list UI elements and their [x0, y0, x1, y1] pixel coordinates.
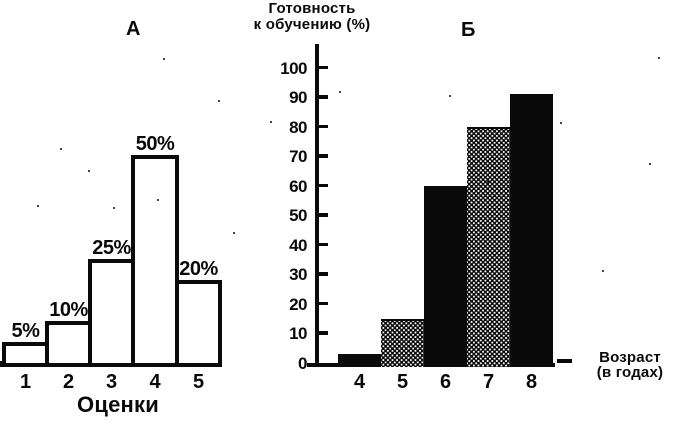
b-x-axis-title-line1: Возраст	[599, 349, 661, 366]
b-bar-age-4	[338, 354, 381, 367]
b-y-tick-label-30: 30	[289, 265, 307, 285]
a-x-tick-label-2: 2	[62, 371, 75, 393]
noise-speck	[540, 338, 542, 340]
panel-b-label: Б	[461, 19, 476, 41]
a-x-tick-label-5: 5	[192, 371, 205, 393]
b-y-tick-label-100: 100	[280, 58, 307, 78]
a-bar-value-label-2: 10%	[49, 299, 88, 322]
b-y-tick-mark-80	[319, 124, 328, 129]
noise-speck	[602, 270, 604, 272]
b-x-tick-label-6: 6	[439, 371, 452, 393]
b-y-tick-label-20: 20	[289, 294, 307, 314]
b-x-tick-label-5: 5	[396, 371, 409, 393]
noise-speck	[157, 199, 159, 201]
b-y-tick-mark-70	[319, 154, 328, 158]
panel-a-label: А	[126, 18, 141, 40]
b-x-tick-label-8: 8	[525, 371, 538, 393]
a-bar-grade-2	[45, 321, 92, 367]
b-bar-age-7	[467, 126, 510, 367]
noise-speck	[60, 148, 62, 150]
a-bar-grade-3	[88, 259, 135, 367]
b-bar-age-6	[424, 185, 467, 367]
b-y-tick-label-50: 50	[289, 206, 307, 226]
b-y-tick-label-40: 40	[289, 235, 307, 255]
b-y-tick-mark-30	[319, 272, 328, 276]
a-bar-grade-5	[175, 279, 222, 367]
noise-speck	[487, 181, 489, 183]
b-y-tick-mark-100	[319, 65, 328, 69]
b-y-tick-label-70: 70	[289, 147, 307, 167]
b-x-axis-title-line2: (в годах)	[596, 364, 664, 381]
b-y-tick-label-10: 10	[289, 324, 307, 344]
b-y-tick-label-0: 0	[298, 354, 307, 373]
b-y-tick-mark-20	[319, 301, 328, 306]
noise-speck	[37, 205, 39, 207]
a-bar-value-label-1: 5%	[11, 320, 40, 343]
noise-speck	[163, 58, 165, 60]
noise-speck	[113, 207, 115, 209]
a-bar-value-label-4: 50%	[135, 133, 175, 155]
b-y-tick-mark-90	[319, 95, 328, 99]
noise-speck	[270, 121, 272, 123]
b-y-axis-line	[315, 44, 319, 367]
b-x-tick-label-4: 4	[353, 371, 366, 393]
noise-speck	[120, 251, 122, 253]
b-y-tick-mark-10	[319, 331, 328, 335]
noise-speck	[658, 57, 660, 59]
b-y-axis-title-line2: к обучению (%)	[253, 16, 371, 33]
noise-speck	[218, 100, 220, 102]
b-y-axis-title-line1: Готовность	[268, 0, 356, 17]
b-y-tick-label-60: 60	[289, 176, 307, 196]
noise-speck	[649, 163, 651, 165]
b-x-axis-title: Возраст (в годах)	[584, 350, 676, 380]
b-x-tick-label-7: 7	[482, 371, 495, 393]
noise-speck	[560, 122, 562, 124]
b-bar-age-5	[381, 318, 424, 367]
a-bar-value-label-3: 25%	[92, 237, 131, 259]
a-bar-value-label-5: 20%	[179, 257, 218, 280]
b-y-tick-mark-40	[319, 242, 328, 247]
a-x-tick-label-1: 1	[19, 371, 32, 393]
a-bar-grade-4	[131, 155, 179, 367]
b-x-axis-end-dash	[557, 359, 572, 363]
noise-speck	[88, 170, 90, 172]
a-bar-grade-1	[2, 342, 49, 367]
b-bar-age-8	[510, 94, 553, 367]
noise-speck	[339, 91, 341, 93]
b-y-tick-mark-60	[319, 183, 328, 188]
noise-speck	[233, 232, 235, 234]
a-x-tick-label-3: 3	[105, 371, 118, 393]
noise-speck	[449, 95, 451, 97]
b-y-tick-mark-50	[319, 213, 328, 217]
b-y-tick-label-90: 90	[289, 88, 307, 108]
a-x-axis-title: Оценки	[77, 392, 159, 417]
b-y-axis-title: Готовность к обучению (%)	[236, 1, 388, 33]
a-x-tick-label-4: 4	[149, 371, 161, 393]
b-y-tick-label-80: 80	[289, 117, 307, 137]
